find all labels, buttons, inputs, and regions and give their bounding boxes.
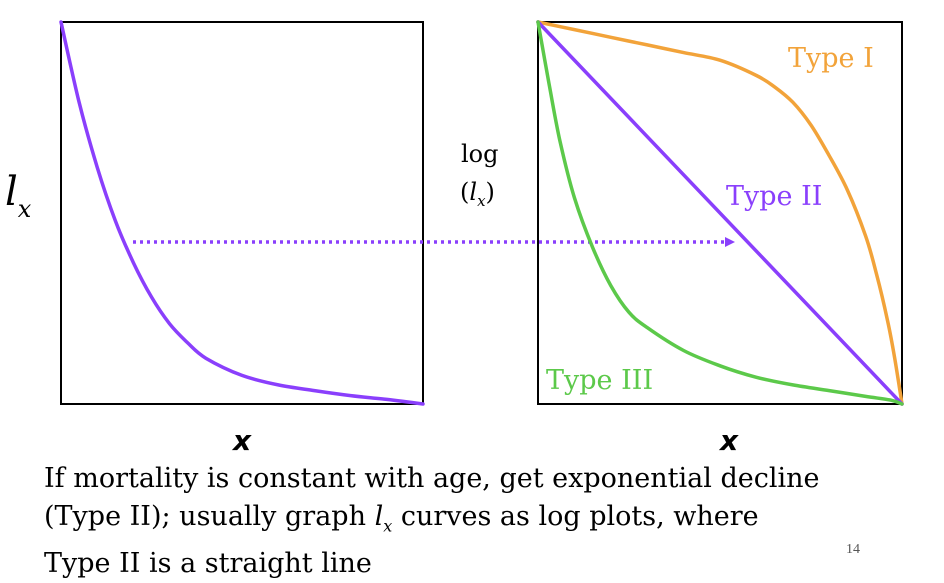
log-lx-y-axis-label-log: log bbox=[461, 140, 499, 168]
lx-series-group bbox=[59, 20, 425, 406]
log-lx-plot-frame bbox=[537, 21, 903, 405]
caption-line-3: Type II is a straight line bbox=[44, 548, 372, 580]
log-lx-series-group bbox=[536, 20, 904, 406]
caption-line-2: (Type II); usually graph lx curves as lo… bbox=[44, 498, 884, 545]
lx-x-axis-label: x bbox=[231, 424, 252, 457]
caption-line-2-start: (Type II); usually graph bbox=[44, 501, 375, 532]
page-number: 14 bbox=[846, 542, 860, 557]
log-lx-y-axis-label-lx: (lx) bbox=[460, 178, 495, 210]
series-line-type-iii-1-2 bbox=[536, 20, 904, 406]
legend-type-i: Type I bbox=[788, 43, 874, 74]
lx-y-axis-label: lx bbox=[5, 169, 32, 223]
slide-caption: If mortality is constant with age, get e… bbox=[44, 460, 884, 583]
series-line-type-i-1-0 bbox=[536, 20, 904, 406]
lx-plot-frame bbox=[60, 21, 424, 405]
series-line-type-ii-1-1 bbox=[536, 20, 904, 406]
log-lx-x-axis-label: x bbox=[718, 424, 739, 457]
log-lx-chart: log (lx) Type I Type II Type III x bbox=[460, 20, 904, 457]
legend-type-iii: Type III bbox=[546, 365, 653, 396]
series-line-lx-0-0 bbox=[59, 20, 425, 406]
caption-line-1: If mortality is constant with age, get e… bbox=[44, 463, 820, 494]
caption-line-2-end: curves as log plots, where bbox=[392, 501, 759, 532]
lx-chart: lx x bbox=[5, 20, 425, 457]
survivorship-figure: lx x log (lx) Type I Type II Type III x bbox=[5, 20, 904, 457]
legend-type-ii: Type II bbox=[726, 181, 822, 212]
caption-lx-symbol: lx bbox=[374, 501, 393, 536]
